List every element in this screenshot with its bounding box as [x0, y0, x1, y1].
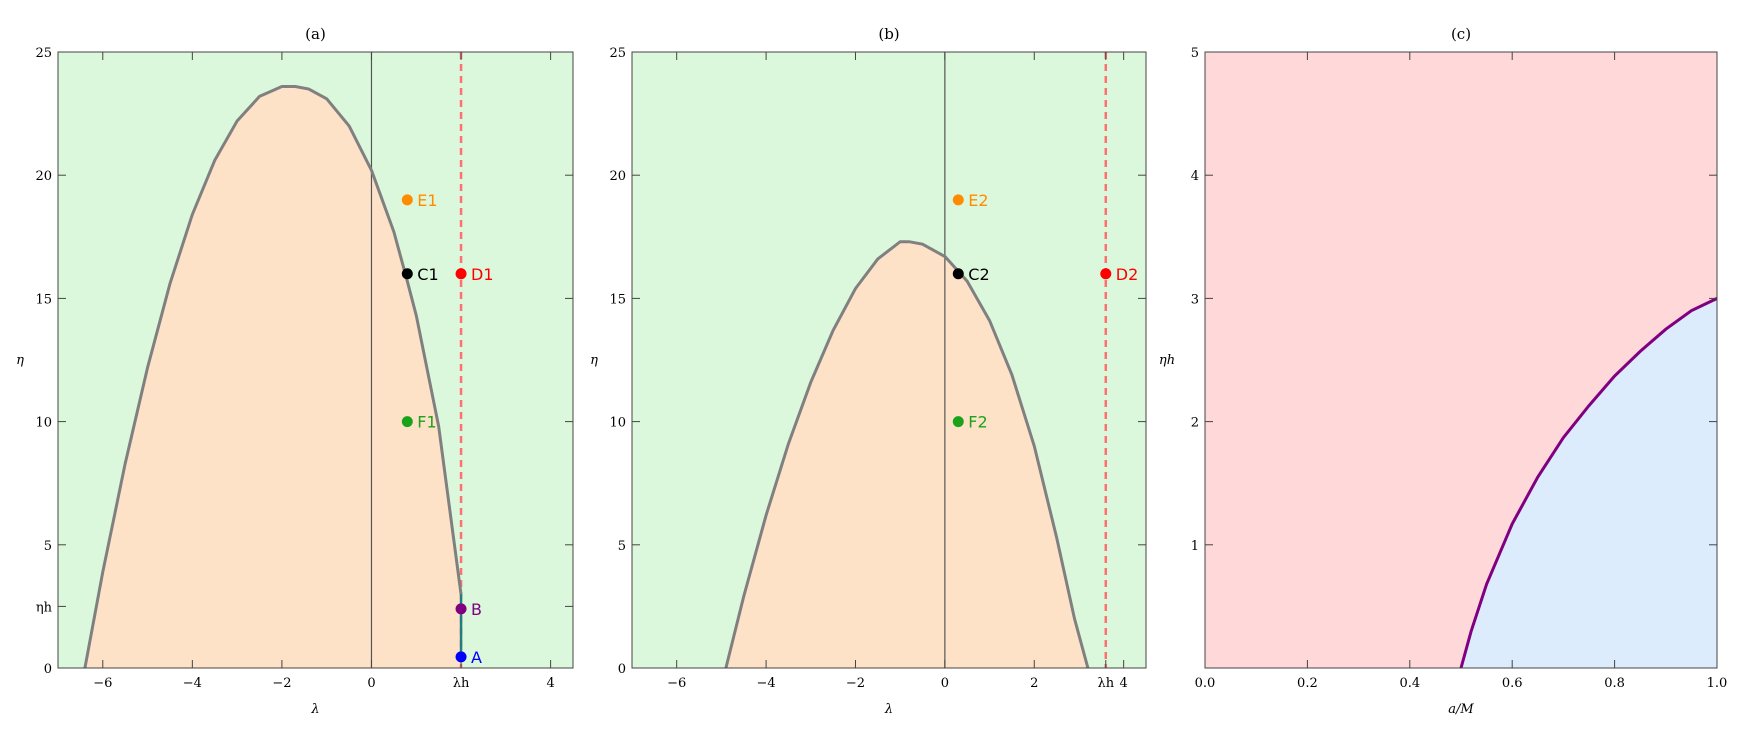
x-tick-label: 0: [941, 676, 949, 691]
x-tick-label: λh: [1097, 676, 1114, 691]
plot-frame: [57, 51, 574, 669]
y-tick-label: 1: [1191, 539, 1199, 554]
x-tick-label: 0.4: [1399, 676, 1420, 691]
point-label-f1: F1: [417, 413, 436, 432]
panel-title: (a): [305, 25, 326, 43]
x-tick-label: 0.8: [1604, 676, 1625, 691]
y-tick-label: 10: [35, 416, 52, 431]
point-a: [455, 651, 467, 663]
plot-area: [632, 52, 1146, 668]
x-axis-label: λ: [884, 702, 893, 717]
y-tick-label: ηh: [36, 600, 53, 615]
point-f2: [952, 416, 964, 428]
point-e1: [401, 194, 413, 206]
y-tick-label: 25: [609, 46, 626, 61]
x-tick-label: 0: [367, 676, 375, 691]
y-tick-label: 20: [609, 169, 626, 184]
x-tick-label: −6: [667, 676, 686, 691]
y-tick-label: 25: [35, 46, 52, 61]
x-tick-label: 2: [1030, 676, 1038, 691]
x-tick-label: 0.2: [1297, 676, 1318, 691]
point-b: [455, 603, 467, 615]
plot-frame: [631, 51, 1147, 669]
x-tick-label: −2: [846, 676, 865, 691]
point-label-d2: D2: [1116, 265, 1139, 284]
y-tick-label: 15: [609, 292, 626, 307]
panel-title: (c): [1451, 25, 1471, 43]
y-tick-label: 20: [35, 169, 52, 184]
point-label-a: A: [471, 648, 482, 667]
x-tick-label: −4: [183, 676, 202, 691]
point-label-c1: C1: [417, 265, 438, 284]
y-axis-label: η: [16, 353, 24, 368]
point-c2: [952, 268, 964, 280]
x-axis-label: a/M: [1448, 702, 1474, 717]
lower-region: [1461, 298, 1717, 668]
point-label-c2: C2: [968, 265, 989, 284]
x-tick-label: 0.0: [1195, 676, 1216, 691]
point-d1: [455, 268, 467, 280]
y-tick-label: 15: [35, 292, 52, 307]
y-tick-label: 4: [1191, 169, 1199, 184]
x-tick-label: −2: [272, 676, 291, 691]
y-tick-label: 0: [618, 662, 626, 677]
y-tick-label: 5: [1191, 46, 1199, 61]
panel-c: 0.0 0.2 0.4 0.6 0.8 1.0 1 2 3 4 5 (c) a/M ηh: [1159, 25, 1727, 717]
y-tick-label: 0: [44, 662, 52, 677]
y-tick-label: 5: [44, 539, 52, 554]
x-tick-label: 1.0: [1707, 676, 1728, 691]
plot-frame: [1204, 51, 1718, 669]
plot-area: [1205, 52, 1717, 668]
point-d2: [1100, 268, 1112, 280]
x-tick-label: 0.6: [1502, 676, 1523, 691]
y-tick-label: 5: [618, 539, 626, 554]
forbidden-region: [84, 86, 462, 668]
x-axis-label: λ: [310, 702, 319, 717]
x-tick-label: 4: [546, 676, 554, 691]
y-axis-label: ηh: [1159, 353, 1175, 368]
x-tick-label: −6: [93, 676, 112, 691]
y-tick-label: 10: [609, 416, 626, 431]
point-e2: [952, 194, 964, 206]
forbidden-region: [725, 241, 1088, 668]
y-axis-label: η: [590, 353, 598, 368]
x-tick-label: λh: [453, 676, 470, 691]
boundary-curve: [724, 240, 1090, 668]
point-label-f2: F2: [968, 413, 987, 432]
plot-area: [58, 52, 573, 668]
point-c1: [401, 268, 413, 280]
point-label-d1: D1: [471, 265, 494, 284]
panel-b: −6 −4 −2 0 2 λh 4 0 5 10 15 20 25 (b) λ η E2 C2 D2 F2: [590, 25, 1147, 717]
boundary-curve: [1459, 297, 1717, 668]
panel-title: (b): [878, 25, 899, 43]
point-label-b: B: [471, 600, 482, 619]
point-label-e2: E2: [968, 191, 988, 210]
y-tick-label: 3: [1191, 292, 1199, 307]
panel-a: −6 −4 −2 0 λh 4 0 ηh 5 10 15 20 25 (a) λ η E1 C1 D1 F1 B A: [16, 25, 574, 717]
point-label-e1: E1: [417, 191, 437, 210]
x-tick-label: −4: [757, 676, 776, 691]
x-tick-label: 4: [1120, 676, 1128, 691]
y-tick-label: 2: [1191, 416, 1199, 431]
point-f1: [401, 416, 413, 428]
